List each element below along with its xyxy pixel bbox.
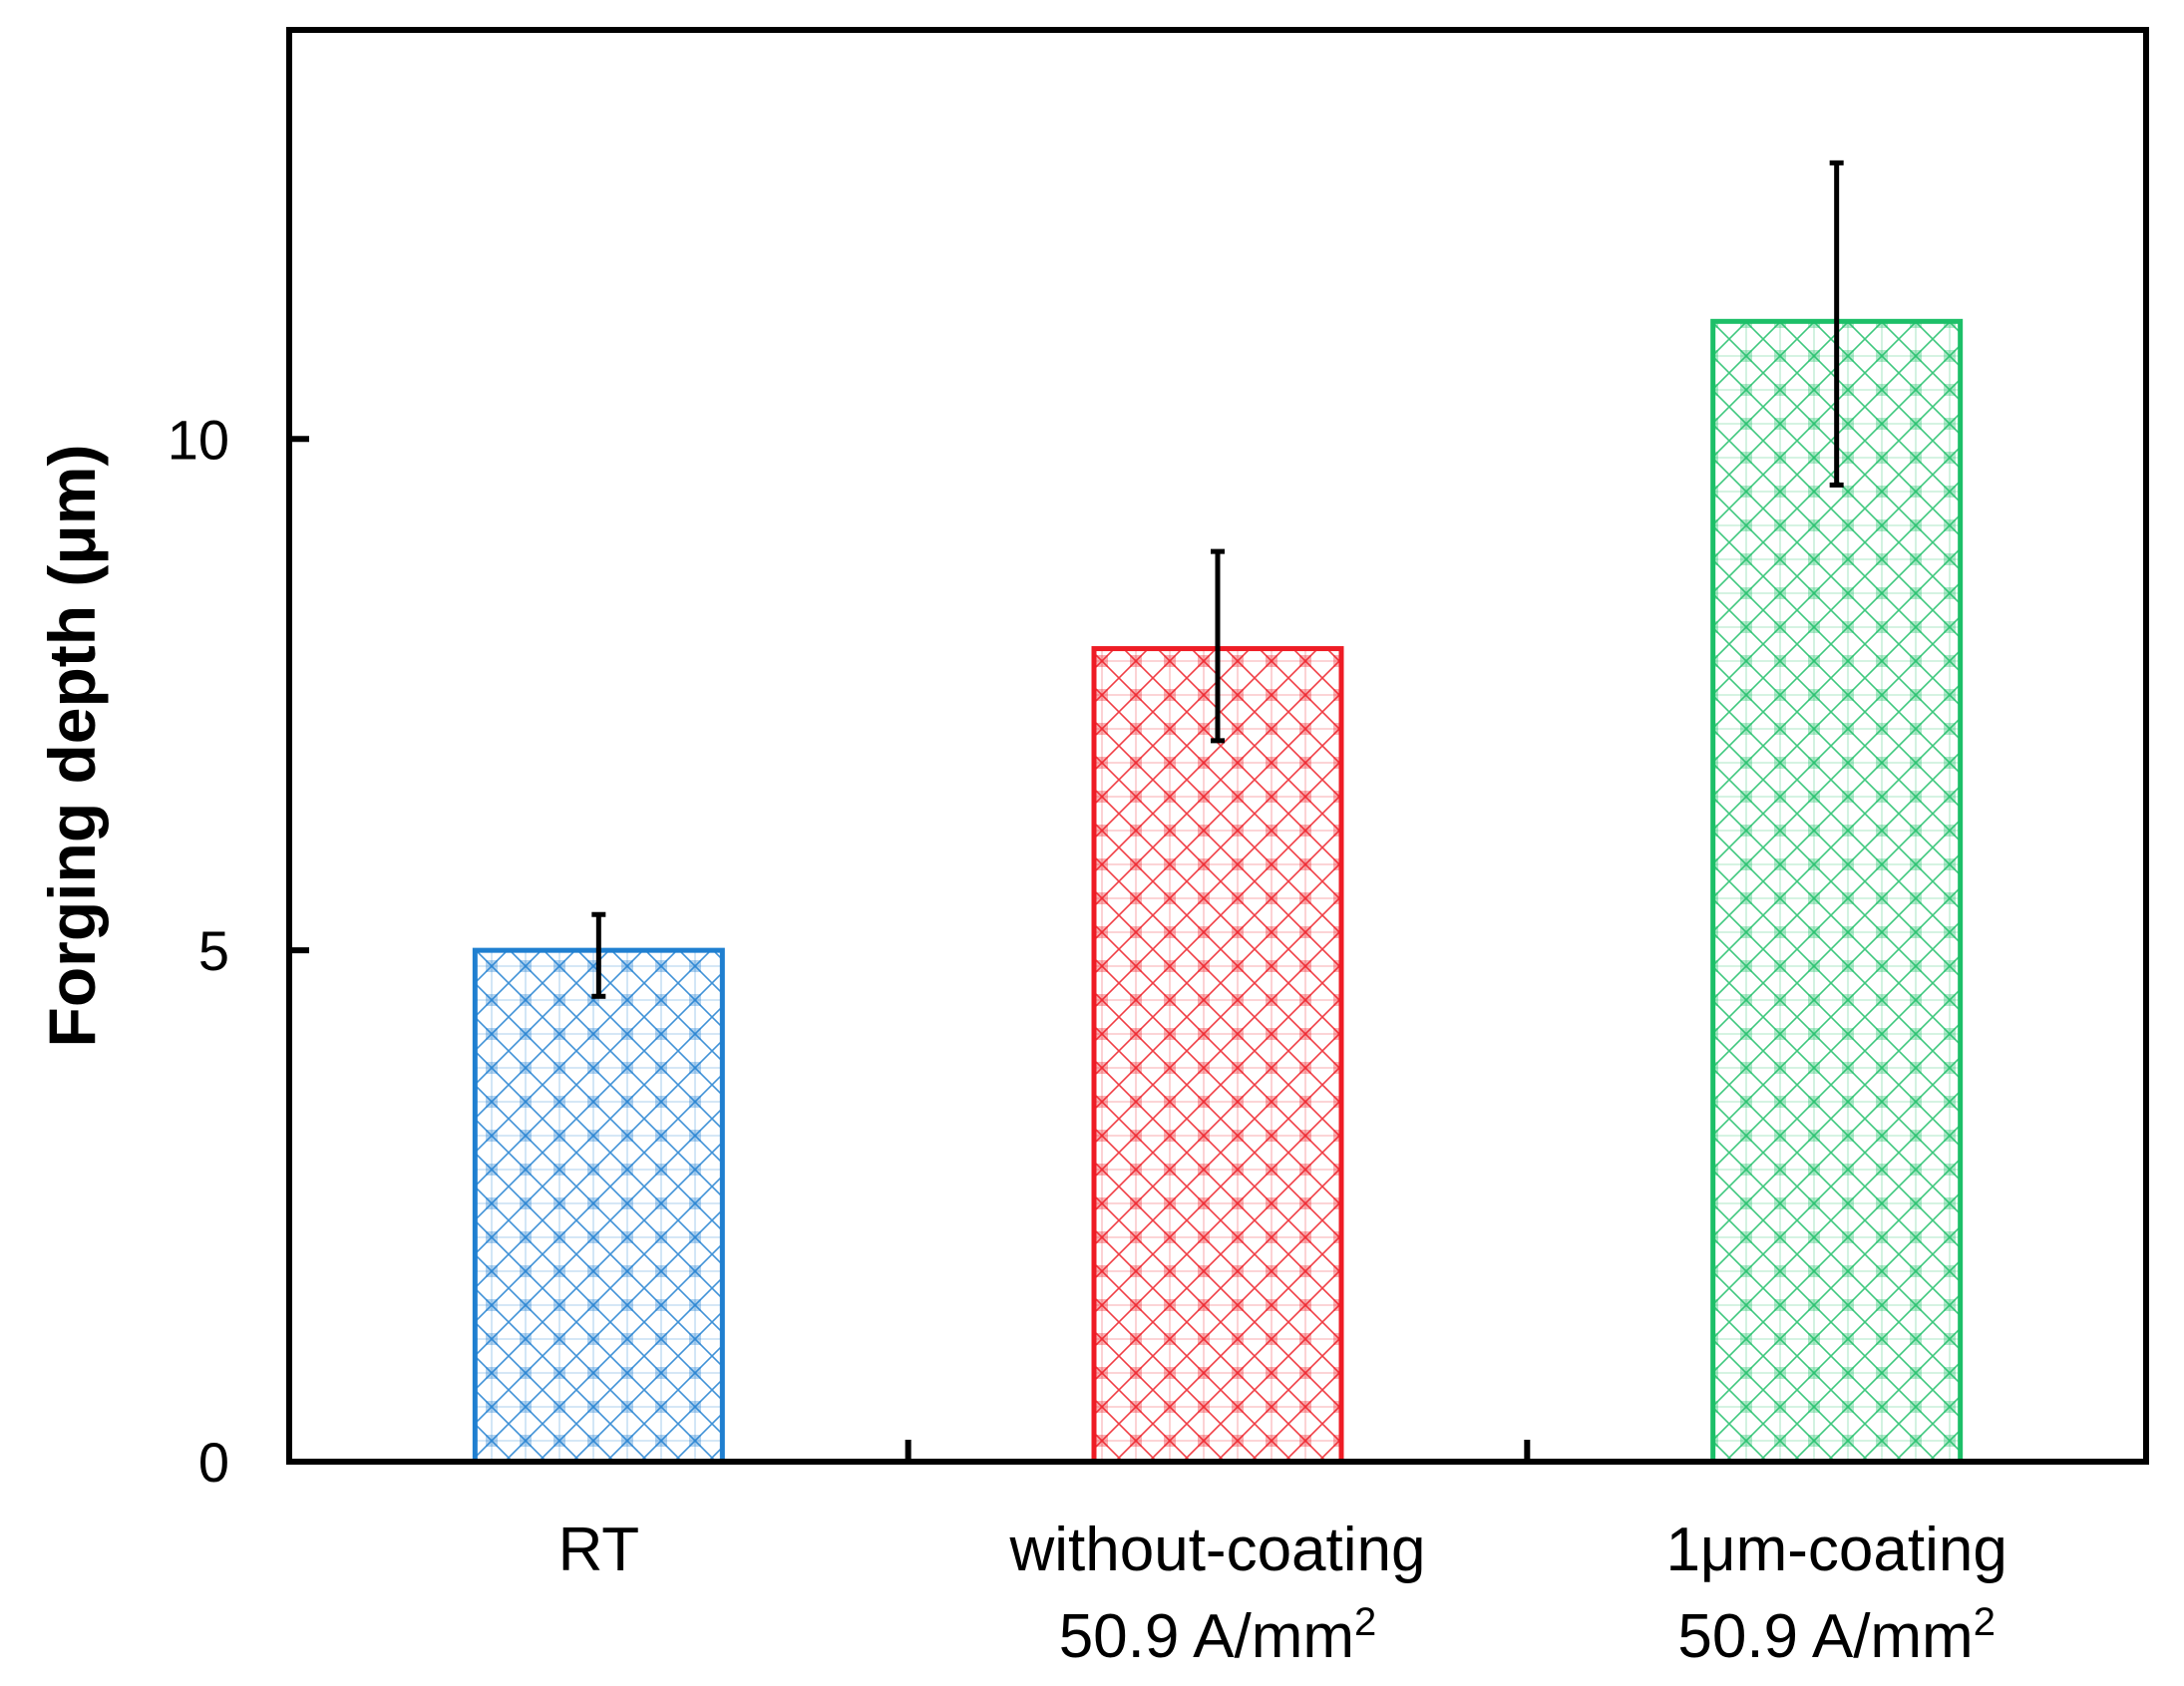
bar-1 (1091, 646, 1344, 1465)
category-label-2: 1μm-coating (1665, 1516, 2006, 1584)
y-tick-label-2: 10 (168, 408, 229, 471)
category-label-1: without-coating (1008, 1516, 1425, 1584)
error-bar-0 (591, 911, 606, 999)
error-bar-1 (1211, 548, 1225, 744)
y-tick-label-0: 0 (198, 1431, 229, 1494)
category-label-0: RT (558, 1516, 640, 1584)
ticks-layer (289, 436, 1531, 1462)
errorbars-layer (591, 160, 1844, 999)
error-bar-2 (1829, 160, 1844, 488)
y-tick-label-1: 5 (198, 919, 229, 982)
category-sublabel-2: 50.9 A/mm2 (1677, 1600, 1996, 1671)
bar-2 (1710, 318, 1964, 1465)
y-axis-title: Forging depth (μm) (35, 445, 109, 1048)
category-sublabel-1: 50.9 A/mm2 (1059, 1600, 1377, 1671)
plot-frame (286, 27, 2149, 1465)
bars-layer (472, 318, 1964, 1465)
bar-0 (472, 947, 725, 1465)
